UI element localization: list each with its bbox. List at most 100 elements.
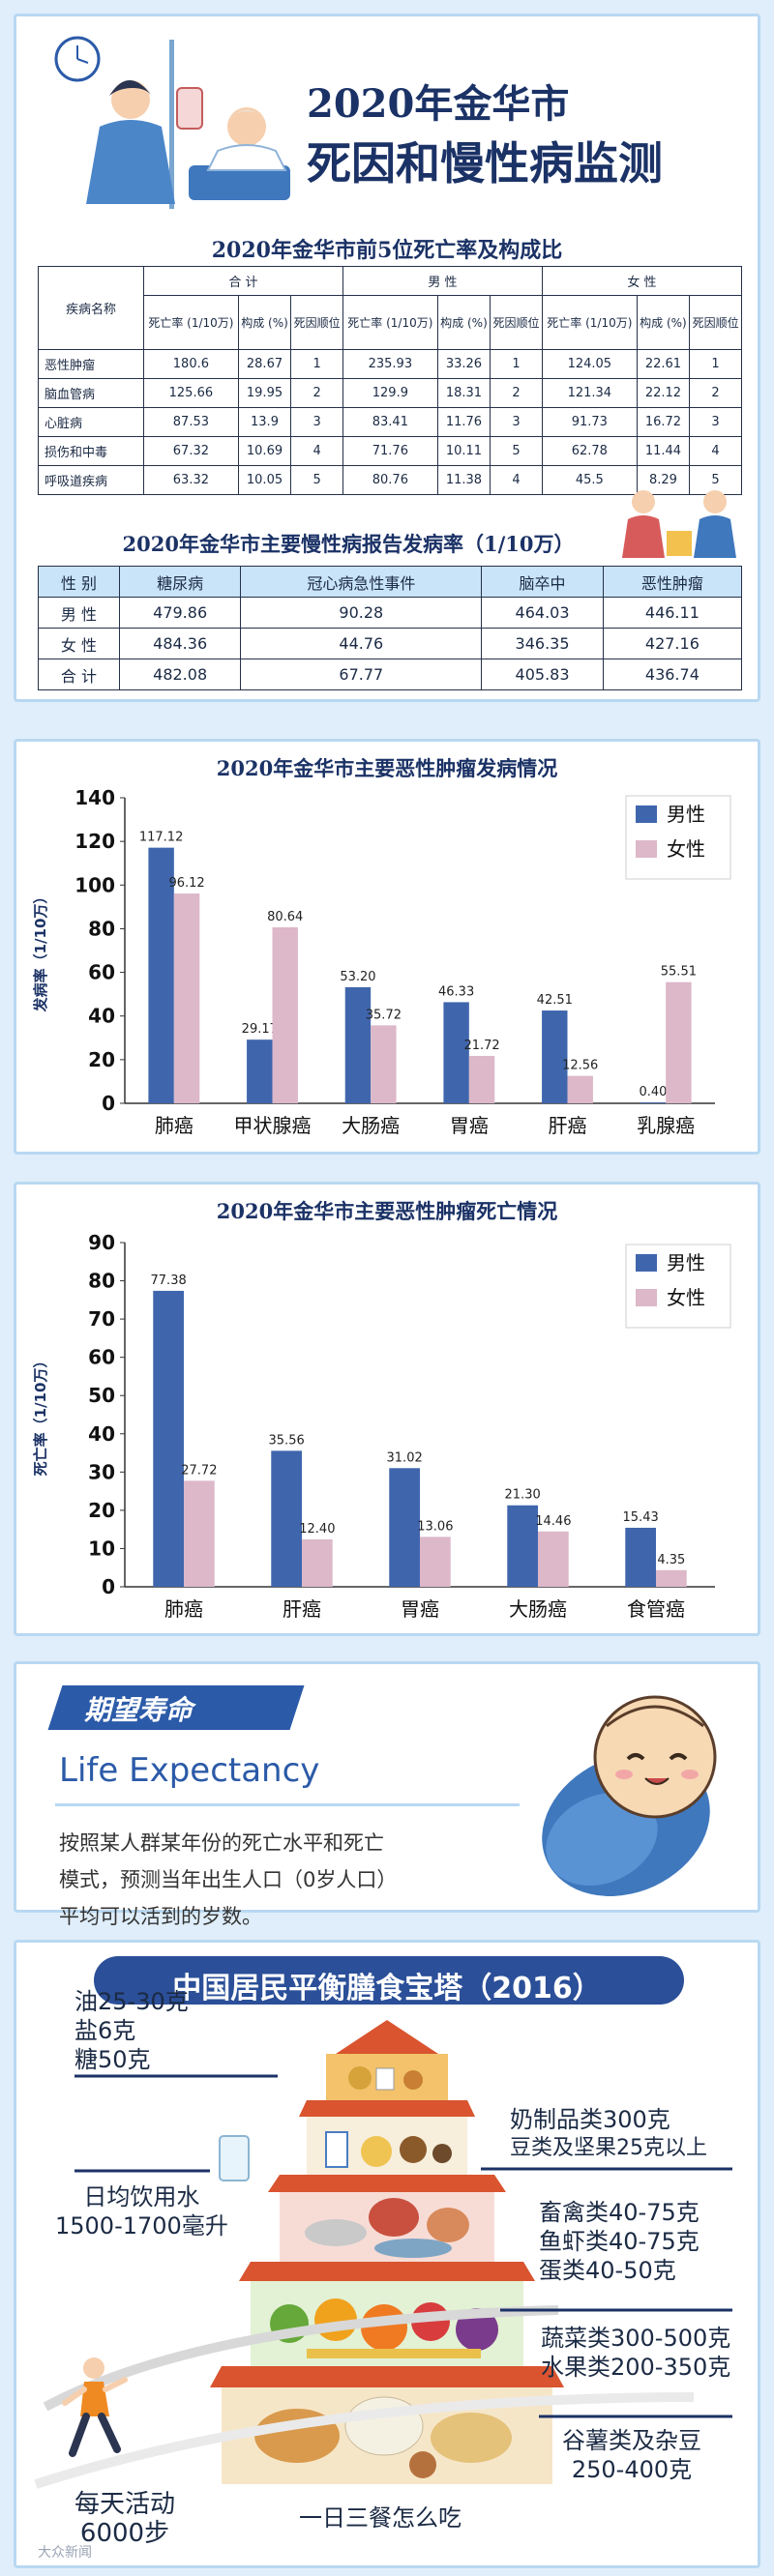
- y-tick-label: 120: [74, 830, 115, 853]
- legend-swatch: [636, 1289, 657, 1306]
- meals-text: 一日三餐怎么吃: [299, 2504, 461, 2532]
- veg-fruit-text: 蔬菜类300-500克 水果类200-350克: [541, 2324, 730, 2382]
- category-label: 大肠癌: [342, 1114, 400, 1137]
- desc-line-2: 模式，预测当年出生人口（0岁人口）: [59, 1868, 398, 1891]
- y-tick-label: 100: [74, 873, 115, 896]
- patient-head: [227, 107, 266, 146]
- desc-line-3: 平均可以活到的岁数。: [59, 1905, 262, 1928]
- table-cell: 11.38: [436, 465, 491, 495]
- grain-text: 谷薯类及杂豆 250-400克: [562, 2426, 701, 2484]
- table-cell: 83.41: [342, 407, 438, 437]
- data-label: 29.17: [242, 1022, 278, 1037]
- row-disease-name: 损伤和中毒: [38, 436, 144, 466]
- people-illustration: [622, 490, 736, 558]
- data-label: 117.12: [139, 831, 184, 845]
- table-cell: 1: [490, 349, 543, 379]
- bar-male: [640, 1102, 667, 1103]
- bar-female: [173, 893, 200, 1103]
- incidence-chart-panel: 2020年金华市主要恶性肿瘤发病情况 0 20 40 60 80 100 120 140 发病率…: [14, 739, 760, 1155]
- table-cell: 10.69: [237, 436, 292, 466]
- life-expectancy-english: Life Expectancy: [59, 1751, 320, 1790]
- table-cell: 2: [689, 378, 742, 408]
- page-title-line2: 死因和慢性病监测: [307, 137, 663, 190]
- group-total: 合 计: [143, 266, 343, 296]
- table-cell: 405.83: [481, 659, 604, 690]
- table-cell: 8.29: [636, 465, 691, 495]
- table-cell: 436.74: [602, 659, 743, 690]
- doctor-patient-illustration: [54, 36, 290, 209]
- table-row: 脑血管病 125.66 19.95 2 129.9 18.31 2 121.34 22.12 2: [38, 378, 742, 408]
- y-tick-label: 60: [88, 1346, 115, 1369]
- legend-label: 男性: [667, 803, 705, 826]
- patient-hair: [227, 110, 266, 121]
- patient-bed: [189, 165, 290, 200]
- bar-male: [542, 1010, 568, 1103]
- food-pagoda-panel: 中国居民平衡膳食宝塔（2016）: [14, 1940, 760, 2568]
- oil-salt-sugar-text: 油25-30克 盐6克 糖50克: [74, 1987, 189, 2074]
- water-line-1: 日均饮用水: [83, 2183, 200, 2210]
- bar-female: [420, 1537, 451, 1587]
- subheader-0-2: 死因顺位: [290, 295, 343, 350]
- table-cell: 125.66: [143, 378, 239, 408]
- data-label: 53.20: [340, 970, 375, 984]
- table-cell: 4: [490, 465, 543, 495]
- legend-swatch: [636, 840, 657, 858]
- y-tick-label: 70: [88, 1307, 115, 1331]
- table-cell: 22.12: [636, 378, 691, 408]
- table-cell: 10.11: [436, 436, 491, 466]
- y-tick-label: 80: [88, 917, 115, 940]
- table-cell: 2: [490, 378, 543, 408]
- bar-male: [148, 847, 174, 1103]
- mortality-panel: 2020年金华市 死因和慢性病监测 2020年金华市前5位死亡率及构成比 疾病名…: [14, 14, 760, 702]
- life-expectancy-title: 期望寿命: [84, 1694, 194, 1726]
- y-tick-label: 40: [88, 1005, 115, 1028]
- category-label: 肺癌: [155, 1114, 194, 1137]
- bar-female: [371, 1025, 397, 1103]
- table-cell: 28.67: [237, 349, 292, 379]
- legend-swatch: [636, 805, 657, 823]
- row-sex-label: 合 计: [38, 659, 120, 690]
- bar-female: [468, 1055, 495, 1103]
- chart1-title: 2020年金华市主要恶性肿瘤发病情况: [216, 756, 558, 780]
- data-label: 21.72: [463, 1039, 499, 1053]
- salt-line: 盐6克: [74, 2017, 136, 2044]
- y-tick-label: 20: [88, 1048, 115, 1071]
- sugar-line: 糖50克: [74, 2046, 151, 2073]
- activity-line-1: 每天活动: [74, 2490, 176, 2519]
- table-cell: 62.78: [541, 436, 638, 466]
- dairy-line-2: 豆类及坚果25克以上: [510, 2136, 707, 2160]
- table-cell: 121.34: [541, 378, 638, 408]
- water-glass: [219, 2135, 250, 2181]
- table2-title: 2020年金华市主要慢性病报告发病率（1/10万）: [122, 532, 575, 556]
- data-label: 12.56: [562, 1059, 598, 1073]
- data-label: 96.12: [168, 876, 204, 891]
- table-cell: 87.53: [143, 407, 239, 437]
- table-cell: 13.9: [237, 407, 292, 437]
- banner-line: [55, 1803, 520, 1806]
- table2-header: 糖尿病: [118, 566, 242, 598]
- row-sex-label: 女 性: [38, 628, 120, 659]
- subheader-1-2: 死因顺位: [490, 295, 543, 350]
- table-cell: 18.31: [436, 378, 491, 408]
- bar-female: [567, 1075, 593, 1103]
- table-cell: 427.16: [602, 628, 743, 659]
- category-label: 肝癌: [283, 1597, 321, 1621]
- category-label: 胃癌: [401, 1597, 439, 1621]
- patient-body: [206, 144, 287, 171]
- baby-face: [593, 1695, 717, 1819]
- subheader-2-2: 死因顺位: [689, 295, 742, 350]
- meat-line-1: 畜禽类40-75克: [539, 2199, 700, 2226]
- nurse-hair: [109, 80, 152, 96]
- grain-line-2: 250-400克: [571, 2456, 693, 2483]
- table-cell: 19.95: [237, 378, 292, 408]
- table-cell: 22.61: [636, 349, 691, 379]
- data-label: 31.02: [387, 1450, 423, 1465]
- chart2-title: 2020年金华市主要恶性肿瘤死亡情况: [216, 1199, 558, 1223]
- desc-line-1: 按照某人群某年份的死亡水平和死亡: [59, 1831, 384, 1855]
- subheader-2-1: 构成 (%): [636, 295, 691, 350]
- table-cell: 10.05: [237, 465, 292, 495]
- subheader-1-0: 死亡率 (1/10万): [342, 295, 438, 350]
- meat-text: 畜禽类40-75克 鱼虾类40-75克 蛋类40-50克: [539, 2198, 700, 2285]
- data-label: 42.51: [537, 993, 573, 1008]
- subheader-0-1: 构成 (%): [237, 295, 292, 350]
